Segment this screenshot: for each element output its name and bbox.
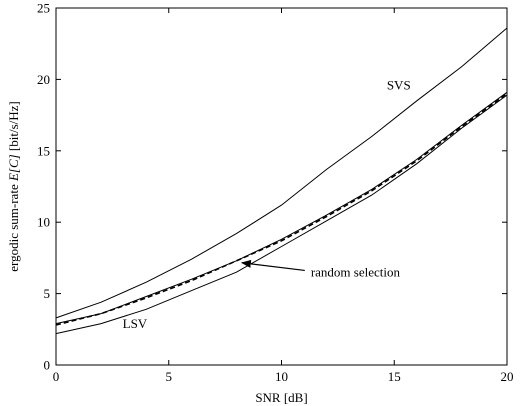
annotation-arrow-random-selection xyxy=(240,259,305,272)
x-tick-label-2: 10 xyxy=(275,369,288,384)
axis-ticks xyxy=(55,7,508,366)
y-tick-label-5: 25 xyxy=(37,1,50,16)
series-line-0 xyxy=(55,27,508,319)
y-axis-label-math: E[C] xyxy=(6,154,21,182)
x-axis-label: SNR [dB] xyxy=(255,390,307,405)
y-tick-label-1: 5 xyxy=(44,286,51,301)
x-tick-label-1: 5 xyxy=(166,369,173,384)
series-lines xyxy=(55,27,508,335)
series-line-1 xyxy=(55,91,508,325)
annotations: SVS random selection LSV xyxy=(123,77,411,330)
series-line-3 xyxy=(55,94,508,335)
y-tick-label-3: 15 xyxy=(37,143,50,158)
series-line-2 xyxy=(55,93,508,326)
annotation-svs: SVS xyxy=(387,77,411,92)
x-tick-label-4: 20 xyxy=(501,369,514,384)
x-tick-label-0: 0 xyxy=(53,369,60,384)
y-tick-label-0: 0 xyxy=(44,358,51,373)
y-axis-label-suffix: [bit/s/Hz] xyxy=(6,101,21,154)
x-tick-label-3: 15 xyxy=(388,369,401,384)
annotation-lsv: LSV xyxy=(123,316,148,331)
y-tick-label-2: 10 xyxy=(37,215,50,230)
plot-area-frame xyxy=(55,7,508,366)
annotation-random-selection: random selection xyxy=(311,264,401,279)
y-tick-label-4: 20 xyxy=(37,72,50,87)
axis-tick-labels: 0 5 10 15 20 0 5 10 15 20 25 xyxy=(37,1,514,385)
y-axis-label: ergodic sum-rate E[C] [bit/s/Hz] xyxy=(6,101,21,272)
y-axis-label-prefix: ergodic sum-rate xyxy=(6,181,21,272)
